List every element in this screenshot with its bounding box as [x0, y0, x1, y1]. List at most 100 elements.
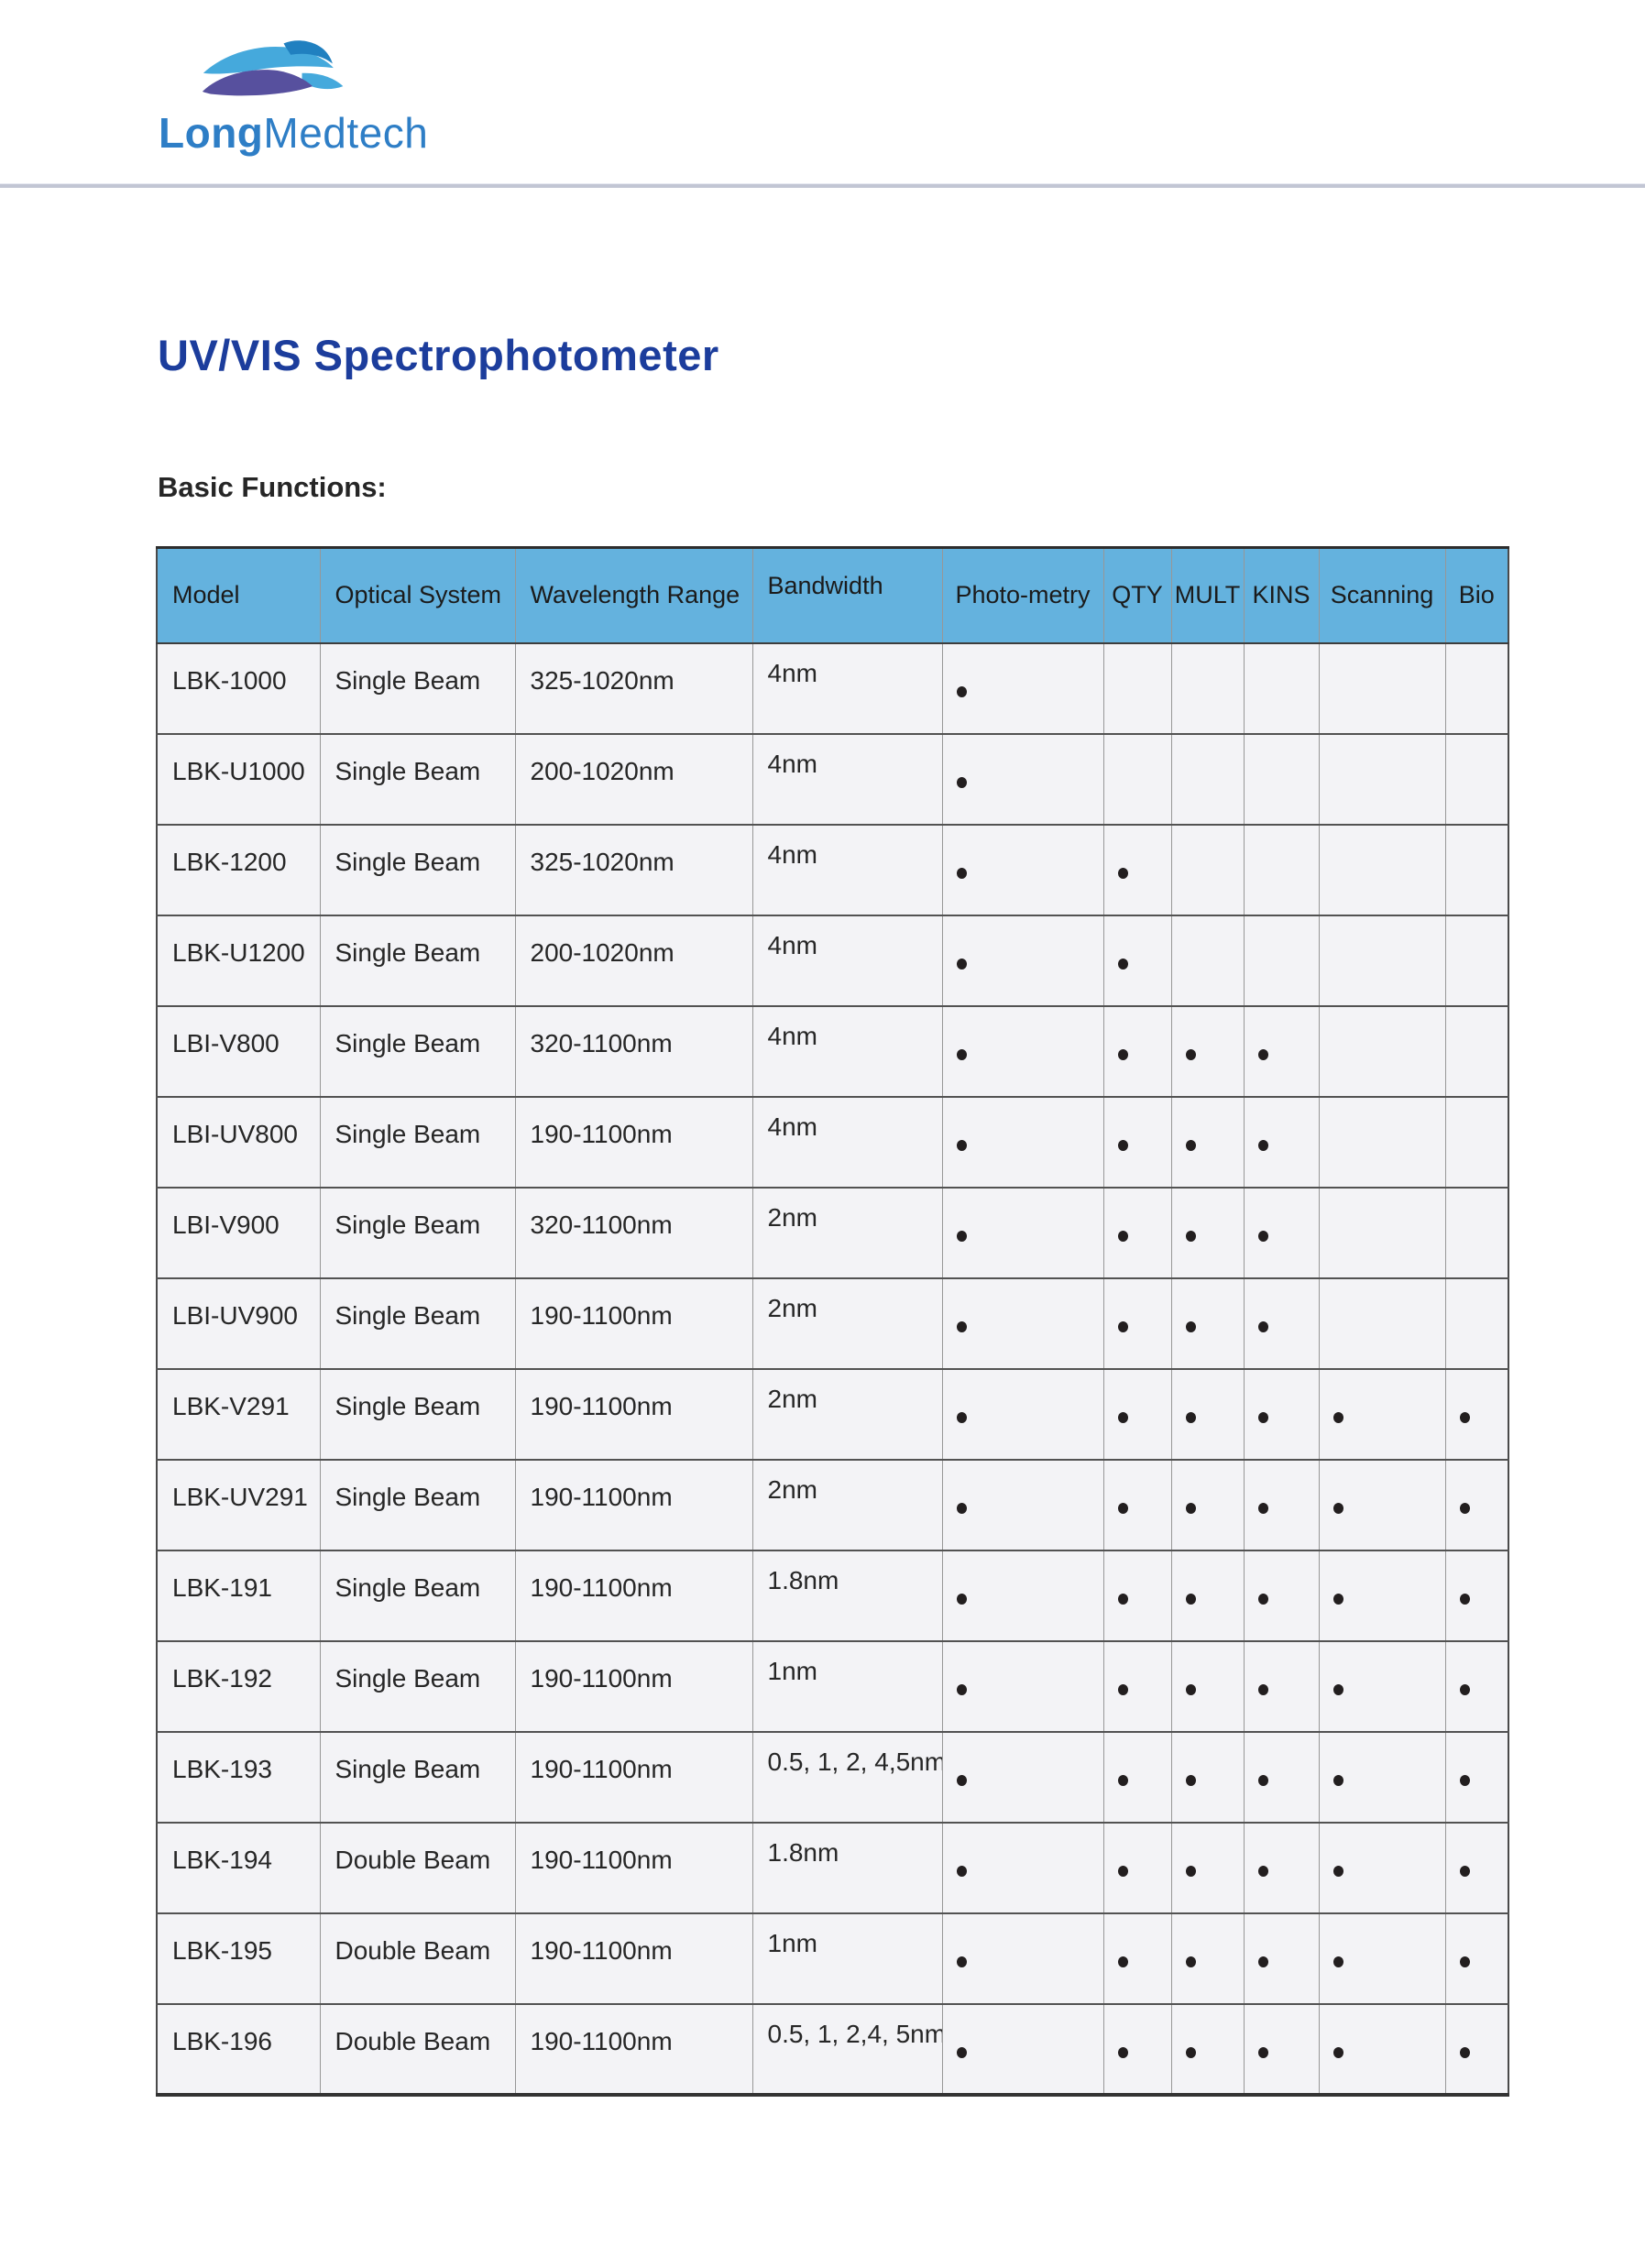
table-row: LBK-196 Double Beam 190-1100nm 0.5, 1, 2,4,… — [156, 2002, 1509, 2095]
table-row: LBK-U1200 Single Beam 200-1020nm 4nm — [156, 914, 1509, 1006]
feature-cell-kins — [1243, 1004, 1320, 1097]
feature-cell-mult — [1170, 1004, 1245, 1097]
cell-model: LBK-1000 — [156, 642, 321, 734]
feature-dot — [1185, 2046, 1196, 2058]
feature-dot — [1257, 1139, 1268, 1151]
cell-model: LBK-191 — [156, 1549, 321, 1641]
feature-cell-kins — [1243, 1730, 1320, 1823]
feature-cell-scanning — [1318, 642, 1446, 734]
feature-dot — [956, 685, 967, 697]
cell-bandwidth: 4nm — [751, 1004, 943, 1097]
feature-cell-qty — [1102, 732, 1172, 825]
feature-cell-scanning — [1318, 1458, 1446, 1550]
logo-leaf-purple — [202, 70, 313, 96]
feature-cell-scanning — [1318, 1276, 1446, 1369]
feature-cell-bio — [1444, 642, 1509, 734]
bandwidth-text: 4nm — [767, 658, 817, 687]
optical-system-text: Single Beam — [334, 1572, 481, 1602]
feature-dot — [956, 1230, 967, 1242]
feature-dot — [1185, 1230, 1196, 1242]
feature-dot — [1257, 1865, 1268, 1877]
cell-model: LBK-U1200 — [156, 914, 321, 1006]
feature-cell-qty — [1102, 1912, 1172, 2004]
cell-wavelength-range: 325-1020nm — [514, 823, 753, 915]
cell-model: LBI-UV900 — [156, 1276, 321, 1369]
column-header-label: Bio — [1458, 581, 1495, 609]
cell-model: LBI-V900 — [156, 1186, 321, 1278]
feature-cell-qty — [1102, 642, 1172, 734]
table-row: LBK-193 Single Beam 190-1100nm 0.5, 1, 2, 4… — [156, 1730, 1509, 1823]
column-header-label: Bandwidth — [767, 572, 883, 600]
cell-bandwidth: 2nm — [751, 1186, 943, 1278]
cell-bandwidth: 4nm — [751, 642, 943, 734]
feature-dot — [1459, 1502, 1470, 1514]
cell-optical-system: Single Beam — [319, 732, 516, 825]
feature-cell-bio — [1444, 823, 1509, 915]
feature-cell-mult — [1170, 823, 1245, 915]
feature-cell-mult — [1170, 1639, 1245, 1732]
column-header-kins: KINS — [1243, 547, 1320, 644]
cell-wavelength-range: 190-1100nm — [514, 1730, 753, 1823]
feature-cell-photo-metry — [941, 2002, 1104, 2095]
feature-dot — [1185, 1048, 1196, 1060]
cell-wavelength-range: 200-1020nm — [514, 732, 753, 825]
feature-cell-qty — [1102, 1095, 1172, 1188]
feature-cell-qty — [1102, 1186, 1172, 1278]
feature-cell-qty — [1102, 1639, 1172, 1732]
column-header-qty: QTY — [1102, 547, 1172, 644]
optical-system-text: Single Beam — [334, 1754, 481, 1783]
wavelength-range-text: 190-1100nm — [530, 1663, 673, 1693]
bandwidth-text: 1nm — [767, 1656, 817, 1685]
cell-model: LBK-UV291 — [156, 1458, 321, 1550]
feature-dot — [956, 1320, 967, 1332]
feature-dot — [1459, 1683, 1470, 1695]
feature-cell-photo-metry — [941, 1730, 1104, 1823]
cell-optical-system: Double Beam — [319, 1821, 516, 1913]
wavelength-range-text: 190-1100nm — [530, 1300, 673, 1330]
feature-cell-kins — [1243, 1912, 1320, 2004]
feature-cell-photo-metry — [941, 642, 1104, 734]
model-text: LBK-194 — [172, 1845, 272, 1874]
feature-dot — [956, 1411, 967, 1423]
feature-cell-photo-metry — [941, 1004, 1104, 1097]
feature-cell-mult — [1170, 1276, 1245, 1369]
feature-dot — [1332, 2046, 1343, 2058]
column-header-label: Wavelength Range — [530, 581, 740, 609]
cell-bandwidth: 1nm — [751, 1912, 943, 2004]
feature-cell-qty — [1102, 1730, 1172, 1823]
feature-cell-scanning — [1318, 1095, 1446, 1188]
column-header-photo-metry: Photo-metry — [941, 547, 1104, 644]
feature-cell-scanning — [1318, 1004, 1446, 1097]
column-header-label: Scanning — [1330, 581, 1434, 609]
optical-system-text: Double Beam — [334, 1845, 491, 1874]
feature-cell-bio — [1444, 1912, 1509, 2004]
feature-cell-bio — [1444, 1367, 1509, 1460]
table-row: LBK-195 Double Beam 190-1100nm 1nm — [156, 1912, 1509, 2004]
feature-cell-kins — [1243, 1186, 1320, 1278]
cell-optical-system: Single Beam — [319, 642, 516, 734]
feature-cell-kins — [1243, 1276, 1320, 1369]
feature-cell-scanning — [1318, 1367, 1446, 1460]
bandwidth-text: 1.8nm — [767, 1565, 839, 1594]
cell-optical-system: Single Beam — [319, 1367, 516, 1460]
column-header-bandwidth: Bandwidth — [751, 547, 943, 644]
wavelength-range-text: 200-1020nm — [530, 937, 674, 967]
feature-cell-qty — [1102, 1458, 1172, 1550]
feature-cell-bio — [1444, 732, 1509, 825]
feature-cell-scanning — [1318, 2002, 1446, 2095]
page-title: UV/VIS Spectrophotometer — [158, 331, 719, 379]
optical-system-text: Single Beam — [334, 665, 481, 695]
column-header-wavelength-range: Wavelength Range — [514, 547, 753, 644]
basic-functions-table: Model Optical System Wavelength Range Bandw… — [156, 546, 1509, 2097]
wavelength-range-text: 200-1020nm — [530, 756, 674, 785]
optical-system-text: Single Beam — [334, 1028, 481, 1057]
cell-model: LBK-195 — [156, 1912, 321, 2004]
feature-dot — [1185, 1956, 1196, 1967]
feature-dot — [1117, 1139, 1128, 1151]
feature-cell-mult — [1170, 1730, 1245, 1823]
bandwidth-text: 2nm — [767, 1474, 817, 1504]
bandwidth-text: 4nm — [767, 930, 817, 959]
feature-dot — [1459, 1411, 1470, 1423]
feature-cell-scanning — [1318, 1186, 1446, 1278]
cell-wavelength-range: 190-1100nm — [514, 1367, 753, 1460]
